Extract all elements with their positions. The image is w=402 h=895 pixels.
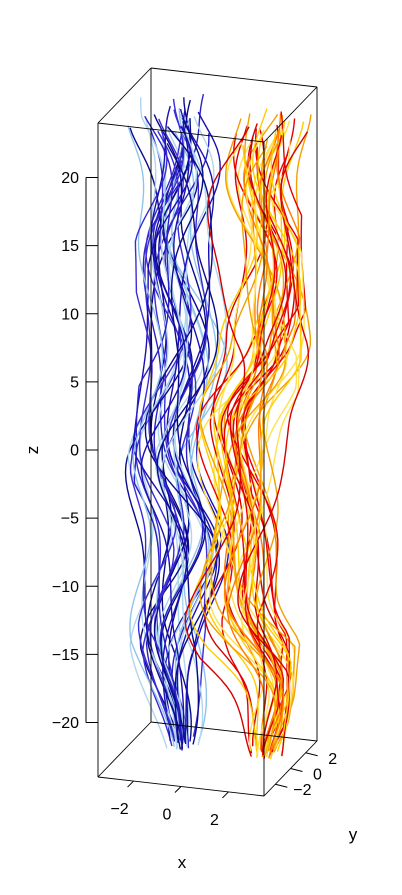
z-tick-label: 20 [61,170,79,187]
z-tick-label: −10 [52,579,79,596]
z-tick-label: −20 [52,715,79,732]
z-tick-label: 15 [61,238,79,255]
x-tick-label: 0 [163,807,172,824]
curve-line [204,135,275,747]
curve-line [161,128,227,746]
x-axis: −2 0 2 [110,780,229,829]
curve-line [189,144,258,752]
x-tick-label: −2 [110,801,128,818]
z-tick-label: −5 [61,511,79,528]
x-tick-mark [127,780,134,788]
box-edge [263,86,318,143]
bounding-box [97,67,318,797]
z-tick-label: 10 [61,306,79,323]
z-tick-label: 5 [70,374,79,391]
y-tick-mark [305,752,318,757]
curve-line [159,133,210,738]
x-tick-mark [222,791,229,799]
box-edge [97,122,265,143]
box-edge [97,721,152,778]
x-axis-title: x [178,853,187,872]
z-tick-label: 0 [70,443,79,460]
z-axis: −20 −15 −10 −5 0 5 10 15 20 [52,170,98,732]
box-edge [150,721,318,742]
curve-line [133,115,181,741]
curve-line [220,136,287,753]
y-tick-label: −2 [293,782,311,799]
y-tick-mark [275,783,288,788]
curve-line [184,126,252,757]
curve-line [134,127,177,737]
y-axis: −202 [275,751,337,799]
curve-line [144,126,220,743]
curve-line [209,148,305,747]
x-tick-mark [174,786,182,793]
curve-line [140,105,187,746]
curve-line [224,149,284,759]
box-edge [150,67,318,88]
z-tick-label: −15 [52,647,79,664]
y-tick-mark [290,768,303,772]
z-axis-title: z [23,446,42,455]
box-edge [97,67,152,124]
y-axis-title: y [349,825,358,844]
curve-line [242,111,307,753]
curve-line [251,129,302,752]
curve-line [223,130,288,754]
curve-line [199,145,276,752]
curve-line [237,131,309,757]
y-tick-label: 2 [328,751,337,768]
curve-line [160,117,207,741]
curve-line [195,133,278,754]
y-tick-label: 0 [313,767,322,784]
curve-line [223,146,291,756]
x-tick-label: 2 [210,812,219,829]
curve-lines-layer [124,93,312,760]
